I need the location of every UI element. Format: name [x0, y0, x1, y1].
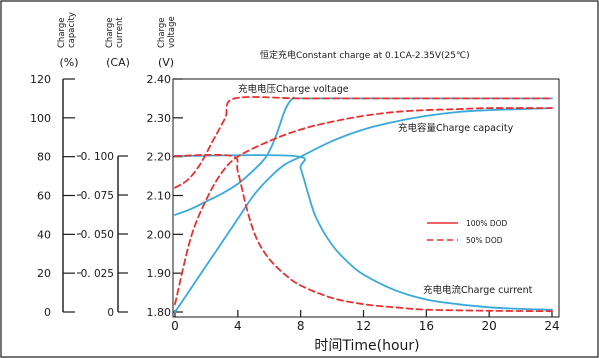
capacity-tick-label: 100 — [30, 112, 51, 125]
capacity-tick-label: 120 — [30, 73, 51, 86]
legend-label-100-dod: 100% DOD — [466, 219, 508, 228]
x-tick-label: 12 — [356, 319, 371, 333]
capacity-tick-label: 0 — [44, 306, 51, 319]
voltage-axis-unit: (V) — [158, 56, 174, 69]
series-layer — [174, 96, 553, 313]
voltage-tick-label: 1.90 — [147, 267, 172, 280]
chart-title: 恒定充电Constant charge at 0.1CA-2.35V(25℃) — [260, 49, 470, 61]
voltage-curve-annotation: 充电电压Charge voltage — [238, 83, 349, 95]
plot-area-border — [172, 78, 560, 318]
current-tick-label: 0. 025 — [81, 268, 114, 280]
legend: 100% DOD 50% DOD — [427, 219, 508, 245]
voltage-tick-label: 2.20 — [147, 151, 172, 164]
current-tick-label: 0. 100 — [81, 151, 114, 163]
voltage-tick-label: 2.40 — [147, 73, 172, 86]
voltage-axis-label-line2: voltage — [167, 16, 177, 48]
capacity-curve-annotation: 充电容量Charge capacity — [398, 122, 514, 134]
series-50-dod-voltage — [174, 96, 553, 189]
current-axis-unit: (CA) — [106, 56, 130, 69]
x-tick-label: 16 — [419, 319, 434, 333]
voltage-tick-label: 1.80 — [147, 306, 172, 319]
current-tick-label: 0 — [107, 307, 114, 319]
capacity-tick-label: 80 — [37, 151, 51, 164]
series-100-dod-current — [174, 154, 553, 311]
voltage-tick-label: 2.10 — [147, 190, 172, 203]
voltage-axis-label-line1: Charge — [157, 17, 167, 48]
voltage-tick-label: 2.30 — [147, 112, 172, 125]
current-axis-label-line2: current — [115, 17, 125, 48]
x-axis-label: 时间Time(hour) — [314, 338, 419, 354]
current-axis-label-line1: Charge — [105, 17, 115, 48]
x-tick-label: 8 — [297, 319, 305, 333]
legend-label-50-dod: 50% DOD — [466, 236, 503, 245]
series-50-dod-capacity — [174, 107, 553, 306]
voltage-tick-label: 2.00 — [147, 228, 172, 241]
current-curve-annotation: 充电电流Charge current — [423, 284, 533, 296]
capacity-axis-unit: (%) — [59, 56, 78, 69]
x-tick-label: 20 — [482, 319, 497, 333]
current-tick-label: 0. 075 — [81, 190, 114, 202]
series-50-dod-current — [174, 153, 553, 313]
current-tick-label: 0. 050 — [81, 229, 114, 241]
capacity-tick-label: 60 — [37, 190, 51, 203]
capacity-tick-label: 20 — [37, 267, 51, 280]
capacity-axis-label-line1: Charge — [57, 17, 67, 48]
x-tick-label: 0 — [171, 319, 179, 333]
capacity-tick-label: 40 — [37, 228, 51, 241]
x-tick-label: 4 — [234, 319, 242, 333]
x-tick-label: 24 — [544, 319, 559, 333]
capacity-axis-label-line2: capacity — [67, 12, 77, 48]
